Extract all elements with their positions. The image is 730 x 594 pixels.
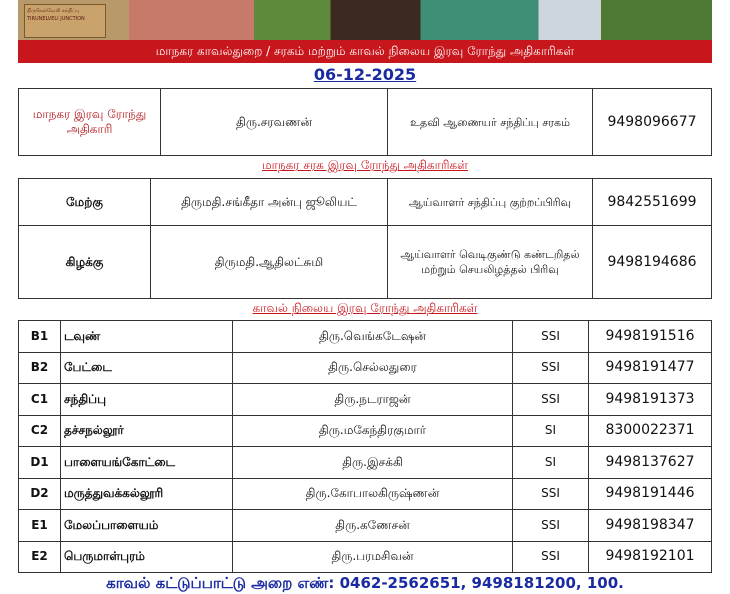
- station-rank: SSI: [512, 351, 589, 384]
- table-row: கிழக்கு திருமதி.ஆதிலட்சுமி ஆய்வாளர் வெடி…: [18, 225, 712, 299]
- station-code: B2: [18, 351, 61, 384]
- table-row: C2 தச்சநல்லூர் திரு.மகேந்திரகுமார் SI 830002…: [18, 414, 712, 447]
- station-rank: SI: [512, 414, 589, 447]
- station-rank: SI: [512, 446, 589, 479]
- station-rank: SSI: [512, 509, 589, 542]
- station-station: சந்திப்பு: [60, 383, 233, 416]
- station-code: D2: [18, 477, 61, 510]
- date: 06-12-2025: [313, 65, 417, 84]
- station-phone: 9498191477: [588, 351, 712, 384]
- station-station: தச்சநல்லூர்: [60, 414, 233, 447]
- designation: ஆய்வாளர் சந்திப்பு குற்றப்பிரிவு: [387, 178, 593, 226]
- station-phone: 9498191446: [588, 477, 712, 510]
- phone: 9498194686: [592, 225, 712, 299]
- table-row: D1 பாளையங்கோட்டை திரு.இசக்கி SI 9498137627: [18, 446, 712, 479]
- table-row: E1 மேலப்பாளையம் திரு.கணேசன் SSI 9498198347: [18, 509, 712, 542]
- station-name: திரு.பரமசிவன்: [232, 540, 513, 573]
- station-phone: 9498198347: [588, 509, 712, 542]
- station-phone: 9498192101: [588, 540, 712, 573]
- range: மேற்கு: [18, 178, 151, 226]
- designation: ஆய்வாளர் வெடிகுண்டு கண்டறிதல் மற்றும் செ…: [387, 225, 593, 299]
- table-row: D2 மருத்துவக்கல்லூரி திரு.கோபாலகிருஷ்ணன் SS…: [18, 477, 712, 510]
- station-phone: 9498191516: [588, 320, 712, 353]
- station-code: E2: [18, 540, 61, 573]
- station-rank: SSI: [512, 320, 589, 353]
- phone: 9498096677: [592, 88, 712, 156]
- officer-name: திருமதி.சங்கீதா அன்பு ஜூலியட்: [150, 178, 388, 226]
- station-code: E1: [18, 509, 61, 542]
- role: மாநகர இரவு ரோந்து அதிகாரி: [18, 88, 161, 156]
- station-station: மேலப்பாளையம்: [60, 509, 233, 542]
- station-rank: SSI: [512, 477, 589, 510]
- station-name: திரு.செல்லதுரை: [232, 351, 513, 384]
- table-row: மேற்கு திருமதி.சங்கீதா அன்பு ஜூலியட் ஆய்…: [18, 178, 712, 226]
- table-row: மாநகர இரவு ரோந்து அதிகாரி திரு.சரவணன் உத…: [18, 88, 712, 156]
- designation: உதவி ஆணையர் சந்திப்பு சரகம்: [387, 88, 593, 156]
- station-code: B1: [18, 320, 61, 353]
- table-row: B1 டவுண் திரு.வெங்கடேஷன் SSI 9498191516: [18, 320, 712, 353]
- control-room-contact: காவல் கட்டுப்பாட்டு அறை எண்: 0462-256265…: [106, 574, 624, 592]
- table-row: C1 சந்திப்பு திரு.நடராஜன் SSI 9498191373: [18, 383, 712, 416]
- station-name: திரு.கோபாலகிருஷ்ணன்: [232, 477, 513, 510]
- station-name: திரு.நடராஜன்: [232, 383, 513, 416]
- table-row: E2 பெருமாள்புரம் திரு.பரமசிவன் SSI 949819210…: [18, 540, 712, 573]
- station-station: மருத்துவக்கல்லூரி: [60, 477, 233, 510]
- station-code: C2: [18, 414, 61, 447]
- header-banner-image: திருநெல்வேலி சந்திப்பு TIRUNELVELI JUNCT…: [18, 0, 712, 40]
- range-section-heading: மாநகர சரக இரவு ரோந்து அதிகாரிகள்: [262, 158, 468, 172]
- station-station: பெருமாள்புரம்: [60, 540, 233, 573]
- station-code: C1: [18, 383, 61, 416]
- range-officers-table: மேற்கு திருமதி.சங்கீதா அன்பு ஜூலியட் ஆய்…: [18, 178, 712, 299]
- station-name: திரு.மகேந்திரகுமார்: [232, 414, 513, 447]
- station-officers-table: B1 டவுண் திரு.வெங்கடேஷன் SSI 9498191516 B2 பேட…: [18, 320, 712, 573]
- station-phone: 8300022371: [588, 414, 712, 447]
- station-phone: 9498137627: [588, 446, 712, 479]
- station-station: பேட்டை: [60, 351, 233, 384]
- city-officer-table: மாநகர இரவு ரோந்து அதிகாரி திரு.சரவணன் உத…: [18, 88, 712, 156]
- station-name: திரு.கணேசன்: [232, 509, 513, 542]
- station-code: D1: [18, 446, 61, 479]
- station-station: டவுண்: [60, 320, 233, 353]
- officer-name: திரு.சரவணன்: [160, 88, 388, 156]
- station-station: பாளையங்கோட்டை: [60, 446, 233, 479]
- range: கிழக்கு: [18, 225, 151, 299]
- station-name: திரு.இசக்கி: [232, 446, 513, 479]
- officer-name: திருமதி.ஆதிலட்சுமி: [150, 225, 388, 299]
- station-phone: 9498191373: [588, 383, 712, 416]
- phone: 9842551699: [592, 178, 712, 226]
- station-rank: SSI: [512, 383, 589, 416]
- page-title: மாநகர காவல்துறை / சரகம் மற்றும் காவல் நி…: [18, 40, 712, 63]
- station-rank: SSI: [512, 540, 589, 573]
- station-name: திரு.வெங்கடேஷன்: [232, 320, 513, 353]
- junction-signboard: திருநெல்வேலி சந்திப்பு TIRUNELVELI JUNCT…: [24, 4, 106, 38]
- table-row: B2 பேட்டை திரு.செல்லதுரை SSI 9498191477: [18, 351, 712, 384]
- station-section-heading: காவல் நிலைய இரவு ரோந்து அதிகாரிகள்: [252, 301, 478, 315]
